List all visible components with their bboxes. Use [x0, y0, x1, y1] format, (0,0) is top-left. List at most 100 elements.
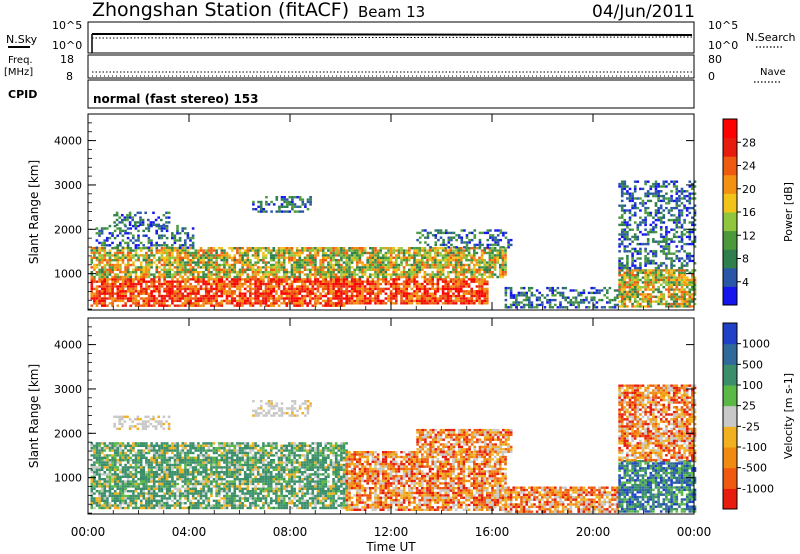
- echo-cell: [667, 281, 671, 284]
- echo-cell: [243, 282, 247, 286]
- echo-cell: [137, 492, 140, 495]
- echo-cell: [103, 268, 107, 271]
- echo-cell: [119, 290, 122, 293]
- echo-cell: [639, 288, 642, 291]
- echo-cell: [150, 299, 153, 303]
- echo-cell: [685, 290, 689, 294]
- echo-cell: [215, 290, 218, 293]
- echo-cell: [646, 180, 650, 183]
- echo-cell: [685, 242, 689, 246]
- echo-cell: [662, 262, 666, 265]
- echo-cell: [688, 252, 692, 255]
- echo-cell: [147, 218, 150, 222]
- echo-cell: [460, 236, 464, 239]
- echo-cell: [486, 297, 489, 300]
- echo-cell: [486, 302, 489, 305]
- echo-cell: [176, 229, 179, 233]
- echo-cell: [392, 280, 395, 283]
- echo-cell: [340, 280, 343, 283]
- echo-cell: [480, 302, 484, 305]
- echo-cell: [111, 282, 114, 286]
- echo-cell: [332, 294, 335, 298]
- echo-cell: [303, 266, 307, 269]
- echo-cell: [98, 273, 101, 276]
- echo-cell: [264, 266, 268, 269]
- echo-cell: [395, 292, 398, 295]
- echo-cell: [397, 256, 401, 259]
- echo-cell: [236, 247, 239, 250]
- echo-cell: [447, 238, 451, 242]
- echo-cell: [436, 275, 440, 279]
- echo-cell: [282, 247, 286, 250]
- echo-cell: [132, 480, 135, 483]
- echo-cell: [436, 249, 440, 252]
- echo-cell: [337, 249, 341, 252]
- echo-cell: [106, 271, 109, 274]
- echo-cell: [304, 203, 307, 206]
- echo-cell: [530, 286, 534, 290]
- echo-cell: [212, 294, 216, 298]
- echo-cell: [311, 285, 315, 288]
- echo-cell: [332, 275, 335, 279]
- echo-cell: [90, 480, 94, 483]
- echo-cell: [334, 278, 338, 281]
- echo-cell: [488, 273, 492, 276]
- echo-cell: [327, 297, 330, 300]
- echo-cell: [116, 263, 120, 267]
- echo-cell: [376, 268, 380, 271]
- echo-cell: [202, 278, 205, 281]
- echo-cell: [298, 266, 302, 269]
- echo-cell: [290, 254, 294, 257]
- echo-cell: [124, 247, 127, 250]
- echo-cell: [675, 235, 679, 239]
- echo-cell: [654, 211, 658, 215]
- echo-cell: [439, 236, 443, 239]
- echo-cell: [652, 269, 655, 272]
- echo-cell: [111, 268, 114, 271]
- echo-cell: [525, 303, 528, 307]
- echo-cell: [142, 268, 146, 271]
- echo-cell: [288, 249, 291, 252]
- echo-cell: [654, 194, 658, 198]
- echo-cell: [361, 297, 364, 300]
- echo-cell: [210, 297, 213, 300]
- echo-cell: [460, 247, 463, 250]
- echo-cell: [675, 190, 679, 193]
- echo-cell: [116, 480, 120, 483]
- echo-cell: [132, 292, 135, 295]
- echo-cell: [160, 234, 164, 237]
- echo-cell: [150, 247, 153, 250]
- echo-cell: [680, 271, 684, 274]
- echo-cell: [376, 292, 380, 295]
- echo-cell: [106, 259, 109, 262]
- echo-cell: [452, 266, 455, 269]
- echo-cell: [158, 290, 161, 293]
- echo-cell: [131, 218, 134, 222]
- echo-cell: [449, 297, 453, 300]
- echo-cell: [561, 306, 565, 309]
- echo-cell: [662, 298, 666, 301]
- echo-cell: [98, 259, 101, 262]
- echo-cell: [108, 480, 112, 483]
- echo-cell: [397, 266, 401, 269]
- echo-cell: [113, 478, 117, 481]
- echo-cell: [533, 306, 536, 309]
- echo-cell: [452, 246, 456, 249]
- echo-cell: [264, 256, 268, 259]
- echo-cell: [267, 297, 270, 300]
- echo-cell: [197, 273, 200, 276]
- echo-cell: [288, 251, 291, 255]
- echo-cell: [449, 280, 453, 283]
- echo-cell: [106, 297, 109, 300]
- echo-cell: [405, 263, 408, 267]
- echo-cell: [134, 504, 138, 507]
- echo-cell: [145, 246, 148, 249]
- echo-cell: [308, 278, 312, 281]
- echo-cell: [144, 211, 147, 214]
- echo-cell: [639, 271, 642, 274]
- echo-cell: [311, 268, 315, 271]
- echo-cell: [167, 211, 171, 214]
- echo-cell: [220, 290, 224, 293]
- echo-cell: [202, 299, 205, 303]
- echo-cell: [665, 228, 668, 231]
